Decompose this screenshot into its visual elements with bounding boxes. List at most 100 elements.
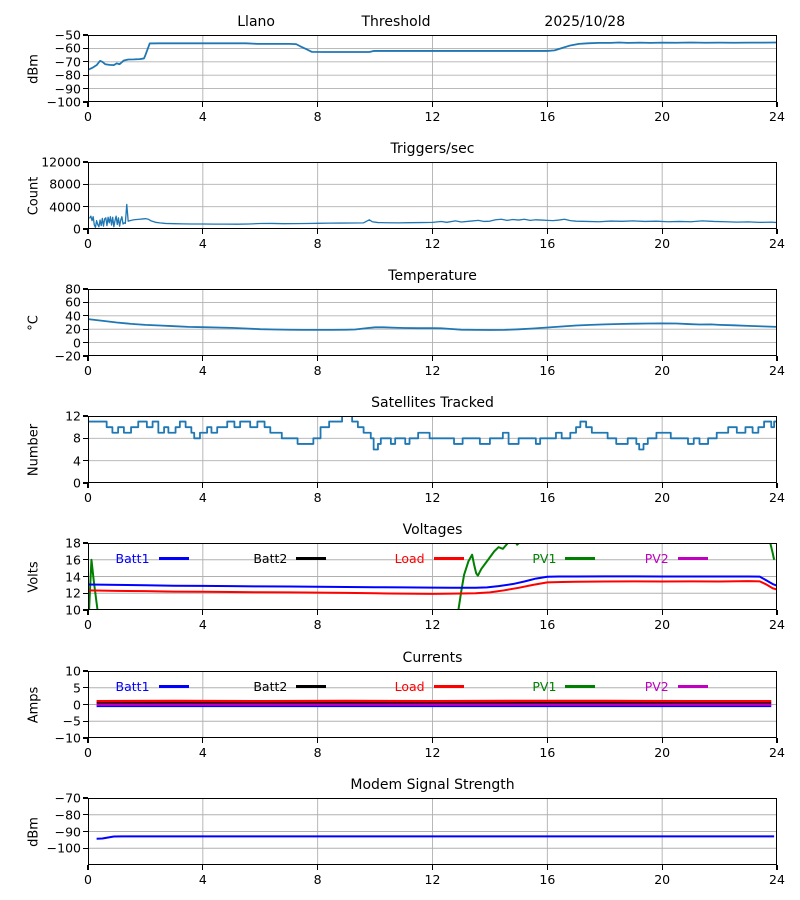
y-tick-mark bbox=[83, 670, 88, 672]
y-tick-label: −90 bbox=[54, 824, 81, 839]
panel-title-triggers-per-sec: Triggers/sec bbox=[390, 141, 475, 157]
x-tick-mark bbox=[776, 738, 778, 743]
legend-item-batt2: Batt2 bbox=[253, 679, 327, 694]
panel-title-currents: Currents bbox=[402, 650, 463, 666]
x-tick-mark bbox=[776, 356, 778, 361]
plot-border bbox=[88, 162, 777, 229]
x-tick-mark bbox=[317, 229, 319, 234]
y-tick-mark bbox=[83, 720, 88, 722]
x-tick-label: 24 bbox=[769, 363, 785, 378]
x-tick-label: 0 bbox=[84, 363, 92, 378]
x-tick-mark bbox=[431, 229, 434, 234]
panel-title-signal-threshold-2: 2025/10/28 bbox=[544, 14, 626, 30]
plot-border bbox=[88, 289, 777, 356]
y-tick-label: 8000 bbox=[49, 176, 81, 192]
legend-label: PV2 bbox=[644, 551, 669, 566]
panel-title-signal-threshold-0: Llano bbox=[237, 14, 275, 30]
plot-border bbox=[88, 671, 777, 738]
x-tick-label: 24 bbox=[769, 872, 785, 887]
x-tick-mark bbox=[431, 738, 434, 743]
x-tick-mark bbox=[546, 610, 548, 615]
x-tick-label: 8 bbox=[313, 363, 322, 378]
x-tick-label: 4 bbox=[198, 745, 207, 760]
x-tick-mark bbox=[317, 610, 319, 615]
plot-area-signal-threshold bbox=[88, 35, 777, 102]
x-tick-mark bbox=[661, 229, 663, 234]
y-tick-label: −70 bbox=[54, 790, 81, 806]
series-line-rx-level bbox=[88, 41, 777, 71]
series-line-pv1-volts bbox=[769, 543, 776, 560]
y-tick-label: 0 bbox=[73, 697, 81, 712]
x-tick-mark bbox=[546, 229, 548, 234]
x-tick-mark bbox=[661, 610, 663, 615]
x-tick-label: 8 bbox=[313, 236, 322, 251]
x-tick-label: 12 bbox=[424, 872, 441, 887]
x-tick-mark bbox=[776, 865, 778, 870]
legend-label: Load bbox=[394, 679, 425, 694]
x-tick-mark bbox=[202, 356, 204, 361]
x-tick-mark bbox=[546, 865, 548, 870]
x-tick-label: 20 bbox=[654, 872, 671, 887]
plot-border bbox=[88, 543, 777, 610]
y-tick-label: −10 bbox=[54, 730, 81, 746]
y-tick-mark bbox=[83, 559, 88, 561]
y-tick-mark bbox=[83, 101, 88, 103]
panel-title-satellites-tracked: Satellites Tracked bbox=[371, 395, 494, 411]
y-tick-mark bbox=[83, 88, 88, 90]
x-tick-label: 4 bbox=[198, 236, 207, 251]
plot-area-voltages bbox=[88, 543, 777, 610]
x-tick-label: 12 bbox=[424, 363, 441, 378]
x-tick-mark bbox=[317, 356, 319, 361]
x-tick-mark bbox=[317, 102, 319, 107]
y-tick-label: 16 bbox=[65, 552, 81, 568]
legend-label: PV2 bbox=[644, 679, 669, 694]
y-tick-mark bbox=[83, 161, 88, 163]
x-tick-label: 20 bbox=[654, 109, 671, 124]
legend-line-swatch bbox=[433, 557, 464, 560]
legend-item-load: Load bbox=[395, 679, 464, 694]
plot-area-modem-signal-strength bbox=[88, 798, 777, 865]
x-tick-label: 16 bbox=[539, 363, 556, 378]
series-line-modem-rssi bbox=[96, 835, 775, 840]
y-tick-mark bbox=[83, 34, 88, 36]
x-tick-label: 20 bbox=[654, 745, 671, 760]
y-tick-mark bbox=[83, 437, 88, 439]
x-tick-label: 24 bbox=[769, 109, 785, 124]
plot-border bbox=[88, 35, 777, 102]
y-tick-mark bbox=[83, 342, 88, 344]
legend-label: PV1 bbox=[532, 679, 557, 694]
legend-item-batt1: Batt1 bbox=[116, 551, 189, 566]
y-tick-label: 12 bbox=[65, 585, 81, 601]
x-tick-label: 12 bbox=[424, 617, 441, 632]
y-tick-mark bbox=[83, 47, 88, 49]
x-tick-label: 20 bbox=[654, 617, 671, 632]
legend-item-pv2: PV2 bbox=[645, 551, 708, 566]
y-tick-mark bbox=[83, 415, 88, 417]
x-tick-mark bbox=[546, 738, 548, 743]
x-tick-mark bbox=[776, 483, 778, 488]
x-tick-label: 16 bbox=[539, 109, 556, 124]
x-tick-label: 24 bbox=[769, 236, 785, 251]
y-tick-mark bbox=[83, 687, 88, 689]
y-tick-label: 14 bbox=[65, 569, 81, 584]
x-tick-mark bbox=[87, 229, 89, 234]
y-tick-mark bbox=[83, 847, 88, 849]
y-tick-mark bbox=[83, 737, 88, 739]
y-tick-label: −90 bbox=[54, 81, 81, 97]
y-tick-label: 0 bbox=[73, 221, 81, 237]
x-tick-label: 20 bbox=[654, 490, 671, 505]
x-tick-mark bbox=[431, 483, 434, 488]
x-tick-mark bbox=[317, 738, 319, 743]
legend-label: Batt2 bbox=[253, 551, 288, 566]
y-tick-label: 10 bbox=[65, 602, 81, 618]
legend-line-swatch bbox=[158, 557, 189, 560]
legend-label: Batt1 bbox=[115, 679, 150, 694]
y-tick-label: 18 bbox=[65, 535, 81, 551]
x-tick-label: 16 bbox=[539, 236, 556, 251]
x-tick-mark bbox=[317, 483, 319, 488]
y-tick-label: −50 bbox=[54, 27, 81, 43]
x-tick-label: 24 bbox=[769, 490, 785, 505]
y-tick-mark bbox=[83, 288, 88, 290]
legend-item-batt2: Batt2 bbox=[253, 551, 327, 566]
y-tick-mark bbox=[83, 814, 88, 816]
